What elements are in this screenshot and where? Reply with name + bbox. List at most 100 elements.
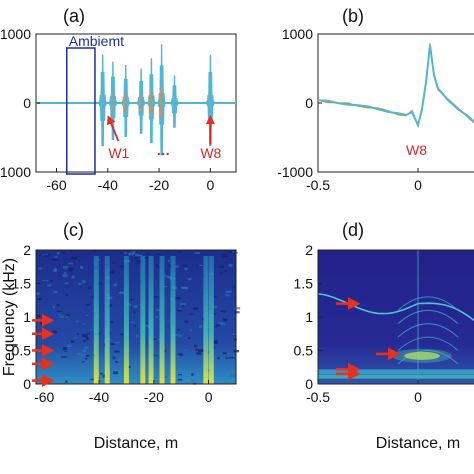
heatmap-speckle — [42, 279, 48, 281]
heatmap-speckle — [225, 290, 232, 294]
heatmap-speckle — [133, 311, 136, 314]
heatmap-speckle — [65, 380, 68, 383]
heatmap-speckle — [174, 265, 180, 268]
heatmap-speckle — [87, 333, 90, 335]
heatmap-speckle — [80, 354, 86, 356]
heatmap-speckle — [219, 265, 224, 269]
heatmap-speckle — [91, 296, 95, 299]
heatmap-speckle — [173, 334, 179, 336]
heatmap-speckle — [43, 254, 50, 257]
heatmap-speckle — [38, 267, 43, 270]
heatmap-bright-column — [208, 256, 214, 384]
heatmap-speckle — [63, 350, 68, 352]
heatmap-speckle — [110, 343, 115, 345]
panel-d-label: (d) — [342, 220, 364, 240]
heatmap-speckle — [188, 313, 194, 315]
heatmap-speckle — [88, 286, 92, 290]
heatmap-speckle — [112, 262, 117, 264]
heatmap-speckle — [65, 313, 71, 316]
heatmap-speckle — [130, 298, 134, 301]
burst-core — [121, 99, 130, 107]
heatmap-speckle — [197, 349, 204, 353]
heatmap-speckle — [178, 308, 182, 310]
y-tick-label: 0 — [305, 376, 313, 392]
heatmap-speckle — [177, 251, 181, 254]
heatmap-speckle — [147, 325, 150, 328]
heatmap-speckle — [178, 374, 182, 376]
y-tick-label: 0.5 — [12, 343, 32, 359]
heatmap-speckle — [195, 348, 198, 351]
panel-c-y-ticks: 0 0.5 1 1.5 2 — [12, 242, 40, 392]
heatmap-speckle — [176, 354, 180, 358]
heatmap-speckle — [166, 276, 173, 279]
panel-d-heatmap — [317, 250, 474, 384]
heatmap-speckle — [181, 305, 185, 307]
heatmap-speckle — [108, 271, 115, 274]
panel-d-y-ticks: 0 0.5 1 1.5 2 — [294, 242, 322, 392]
panel-d: (d) 00.511.52 -0.5 0 Distance, m — [294, 220, 474, 452]
heatmap-speckle — [51, 330, 58, 334]
heatmap-speckle — [114, 350, 120, 353]
heatmap-speckle — [86, 303, 91, 306]
y-tick-label: 0.5 — [294, 343, 314, 359]
heatmap-speckle — [220, 272, 223, 275]
heatmap-speckle — [47, 284, 52, 287]
heatmap-speckle — [136, 334, 139, 338]
heatmap-speckle — [65, 294, 68, 296]
mode-arc — [397, 336, 459, 351]
heatmap-speckle — [133, 304, 138, 308]
heatmap-speckle — [119, 265, 125, 268]
heatmap-speckle — [66, 344, 72, 348]
heatmap-speckle — [128, 252, 134, 256]
heatmap-speckle — [132, 251, 136, 254]
panel-d-xlabel: Distance, m — [376, 435, 460, 452]
heatmap-speckle — [81, 361, 85, 363]
heatmap-speckle — [182, 264, 188, 268]
heatmap-speckle — [194, 344, 198, 348]
heatmap-speckle — [97, 332, 101, 335]
heatmap-speckle — [235, 251, 238, 254]
heatmap-bright-column — [170, 256, 176, 384]
heatmap-speckle — [90, 378, 95, 381]
y-tick-label: 1000 — [0, 26, 31, 42]
panel-a-y-ticks: -1000 0 1000 — [0, 26, 40, 180]
panel-a: (a) -1000 0 1000 -60 -40 -20 0 Ambiemt W1 … W… — [0, 6, 237, 193]
panel-b-y-ticks: -1000 0 1000 — [277, 26, 322, 180]
heatmap-speckle — [76, 333, 80, 335]
heatmap-speckle — [187, 337, 191, 339]
heatmap-speckle — [155, 316, 159, 319]
heatmap-speckle — [229, 251, 233, 254]
heatmap-speckle — [72, 256, 79, 259]
heatmap-speckle — [52, 306, 55, 309]
heatmap-speckle — [222, 352, 227, 355]
heatmap-speckle — [80, 265, 84, 269]
y-tick-label: 0 — [23, 95, 31, 111]
heatmap-speckle — [220, 310, 227, 313]
y-tick-label: 1.5 — [294, 276, 314, 292]
heatmap-speckle — [45, 352, 50, 355]
panel-c-x-ticks: -60 -40 -20 0 — [34, 380, 213, 405]
heatmap-speckle — [190, 379, 196, 382]
heatmap-speckle — [229, 374, 236, 377]
heatmap-speckle — [196, 352, 202, 355]
heatmap-speckle — [53, 290, 58, 294]
heatmap-speckle — [85, 337, 89, 341]
heatmap-speckle — [191, 373, 194, 376]
panel-c: (c) 0 0.5 1 1.5 2 -60 -40 -20 0 Distance, m Fre… — [1, 220, 241, 452]
panel-c-arrows — [32, 314, 55, 387]
panel-d-x-ticks: -0.5 0 — [306, 380, 422, 405]
heatmap-speckle — [90, 329, 93, 331]
heatmap-bright-column — [140, 256, 146, 384]
heatmap-band — [318, 374, 474, 379]
x-tick-label: -40 — [98, 177, 118, 193]
heatmap-speckle — [132, 359, 136, 361]
heatmap-speckle — [59, 275, 63, 277]
heatmap-speckle — [92, 250, 97, 253]
x-tick-label: 0 — [205, 389, 213, 405]
heatmap-bright-column — [123, 256, 129, 384]
panel-c-heatmap — [36, 250, 241, 385]
heatmap-band — [318, 369, 474, 375]
heatmap-speckle — [69, 269, 72, 272]
heatmap-speckle — [216, 324, 221, 327]
